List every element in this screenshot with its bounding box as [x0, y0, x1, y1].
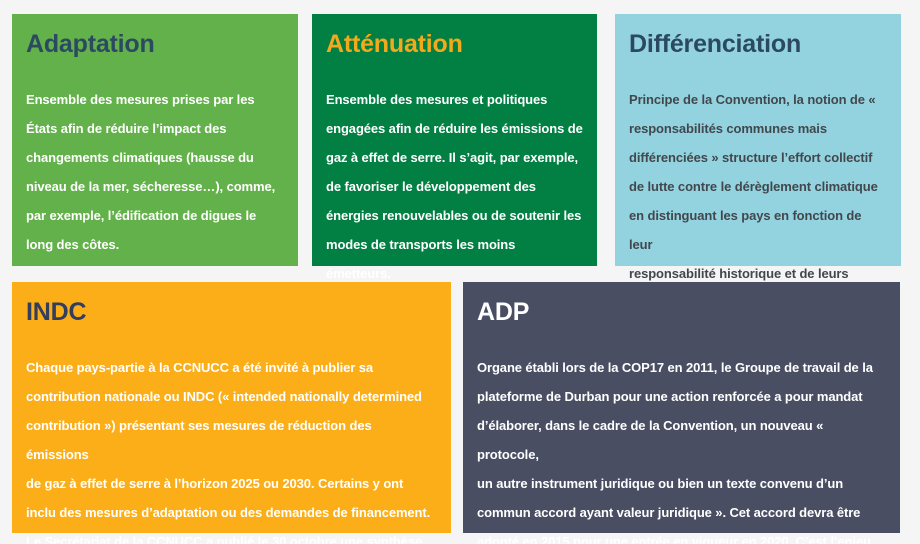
card-body-indc: Chaque pays-partie à la CCNUCC a été inv…	[26, 353, 437, 544]
card-attenuation: Atténuation Ensemble des mesures et poli…	[312, 14, 597, 281]
card-differenciation: Différenciation Principe de la Conventio…	[615, 14, 901, 310]
card-body-indc-text: Chaque pays-partie à la CCNUCC a été inv…	[26, 360, 431, 544]
card-indc: INDC Chaque pays-partie à la CCNUCC a ét…	[12, 282, 451, 544]
card-body-attenuation: Ensemble des mesures et politiques engag…	[326, 92, 583, 281]
card-title-differenciation: Différenciation	[629, 30, 802, 58]
card-title-adaptation: Adaptation	[26, 30, 155, 58]
card-body-adp: Organe établi lors de la COP17 en 2011, …	[477, 360, 873, 544]
card-title-adp: ADP	[477, 298, 530, 326]
card-adp: ADP Organe établi lors de la COP17 en 20…	[463, 282, 900, 544]
card-title-attenuation: Atténuation	[326, 30, 463, 58]
card-adaptation: Adaptation Ensemble des mesures prises p…	[12, 14, 298, 266]
card-title-indc: INDC	[26, 298, 87, 326]
card-body-adaptation: Ensemble des mesures prises par les État…	[26, 92, 276, 252]
